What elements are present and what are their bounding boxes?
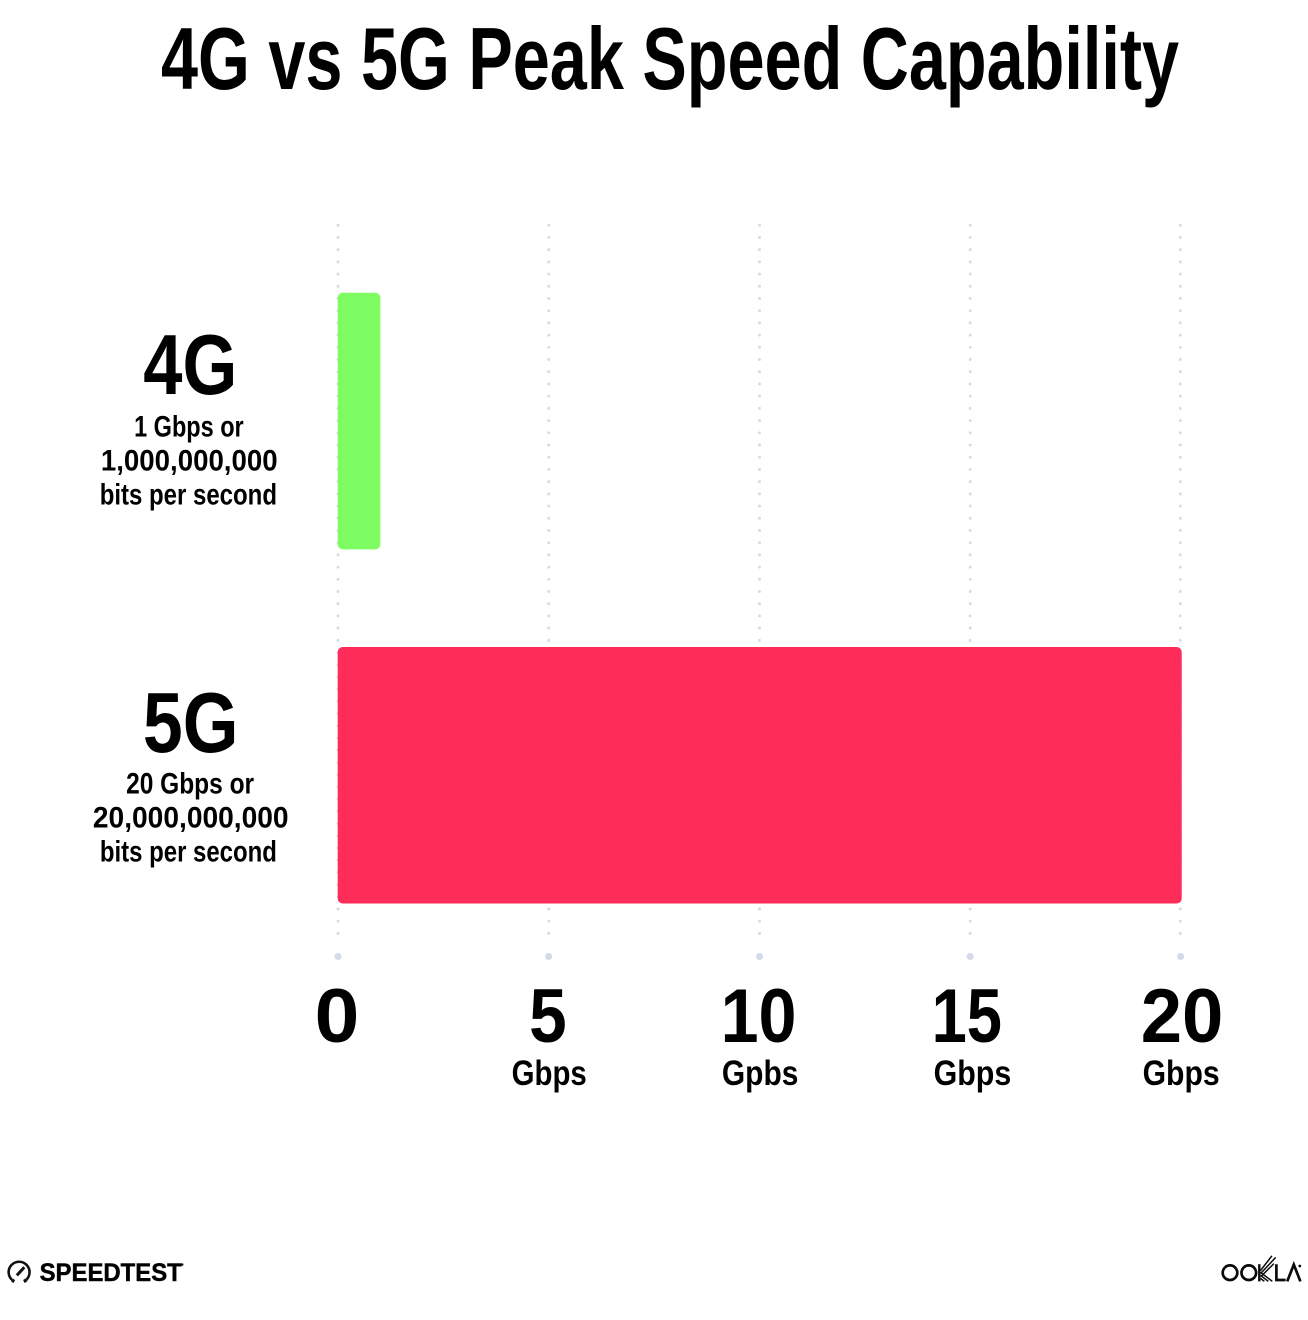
svg-text:15: 15 [932, 974, 1002, 1059]
svg-text:bits per second: bits per second [100, 835, 277, 868]
svg-text:Gpbs: Gpbs [722, 1053, 799, 1093]
svg-text:4G: 4G [143, 318, 237, 413]
svg-text:20 Gbps or: 20 Gbps or [126, 767, 254, 800]
svg-text:0: 0 [315, 974, 360, 1059]
svg-text:20: 20 [1141, 974, 1224, 1059]
svg-text:1 Gbps or: 1 Gbps or [134, 410, 244, 443]
svg-text:4G vs 5G Peak Speed Capability: 4G vs 5G Peak Speed Capability [161, 9, 1179, 108]
svg-text:10: 10 [721, 974, 797, 1059]
svg-text:20,000,000,000: 20,000,000,000 [93, 802, 289, 835]
svg-text:bits per second: bits per second [100, 478, 277, 511]
svg-text:Gbps: Gbps [512, 1053, 587, 1093]
svg-text:SPEEDTEST: SPEEDTEST [40, 1259, 183, 1287]
svg-text:5G: 5G [143, 676, 239, 771]
svg-text:5: 5 [529, 974, 567, 1059]
svg-text:Gbps: Gbps [1143, 1053, 1220, 1093]
svg-text:1,000,000,000: 1,000,000,000 [101, 444, 278, 477]
svg-text:Gbps: Gbps [934, 1053, 1012, 1093]
